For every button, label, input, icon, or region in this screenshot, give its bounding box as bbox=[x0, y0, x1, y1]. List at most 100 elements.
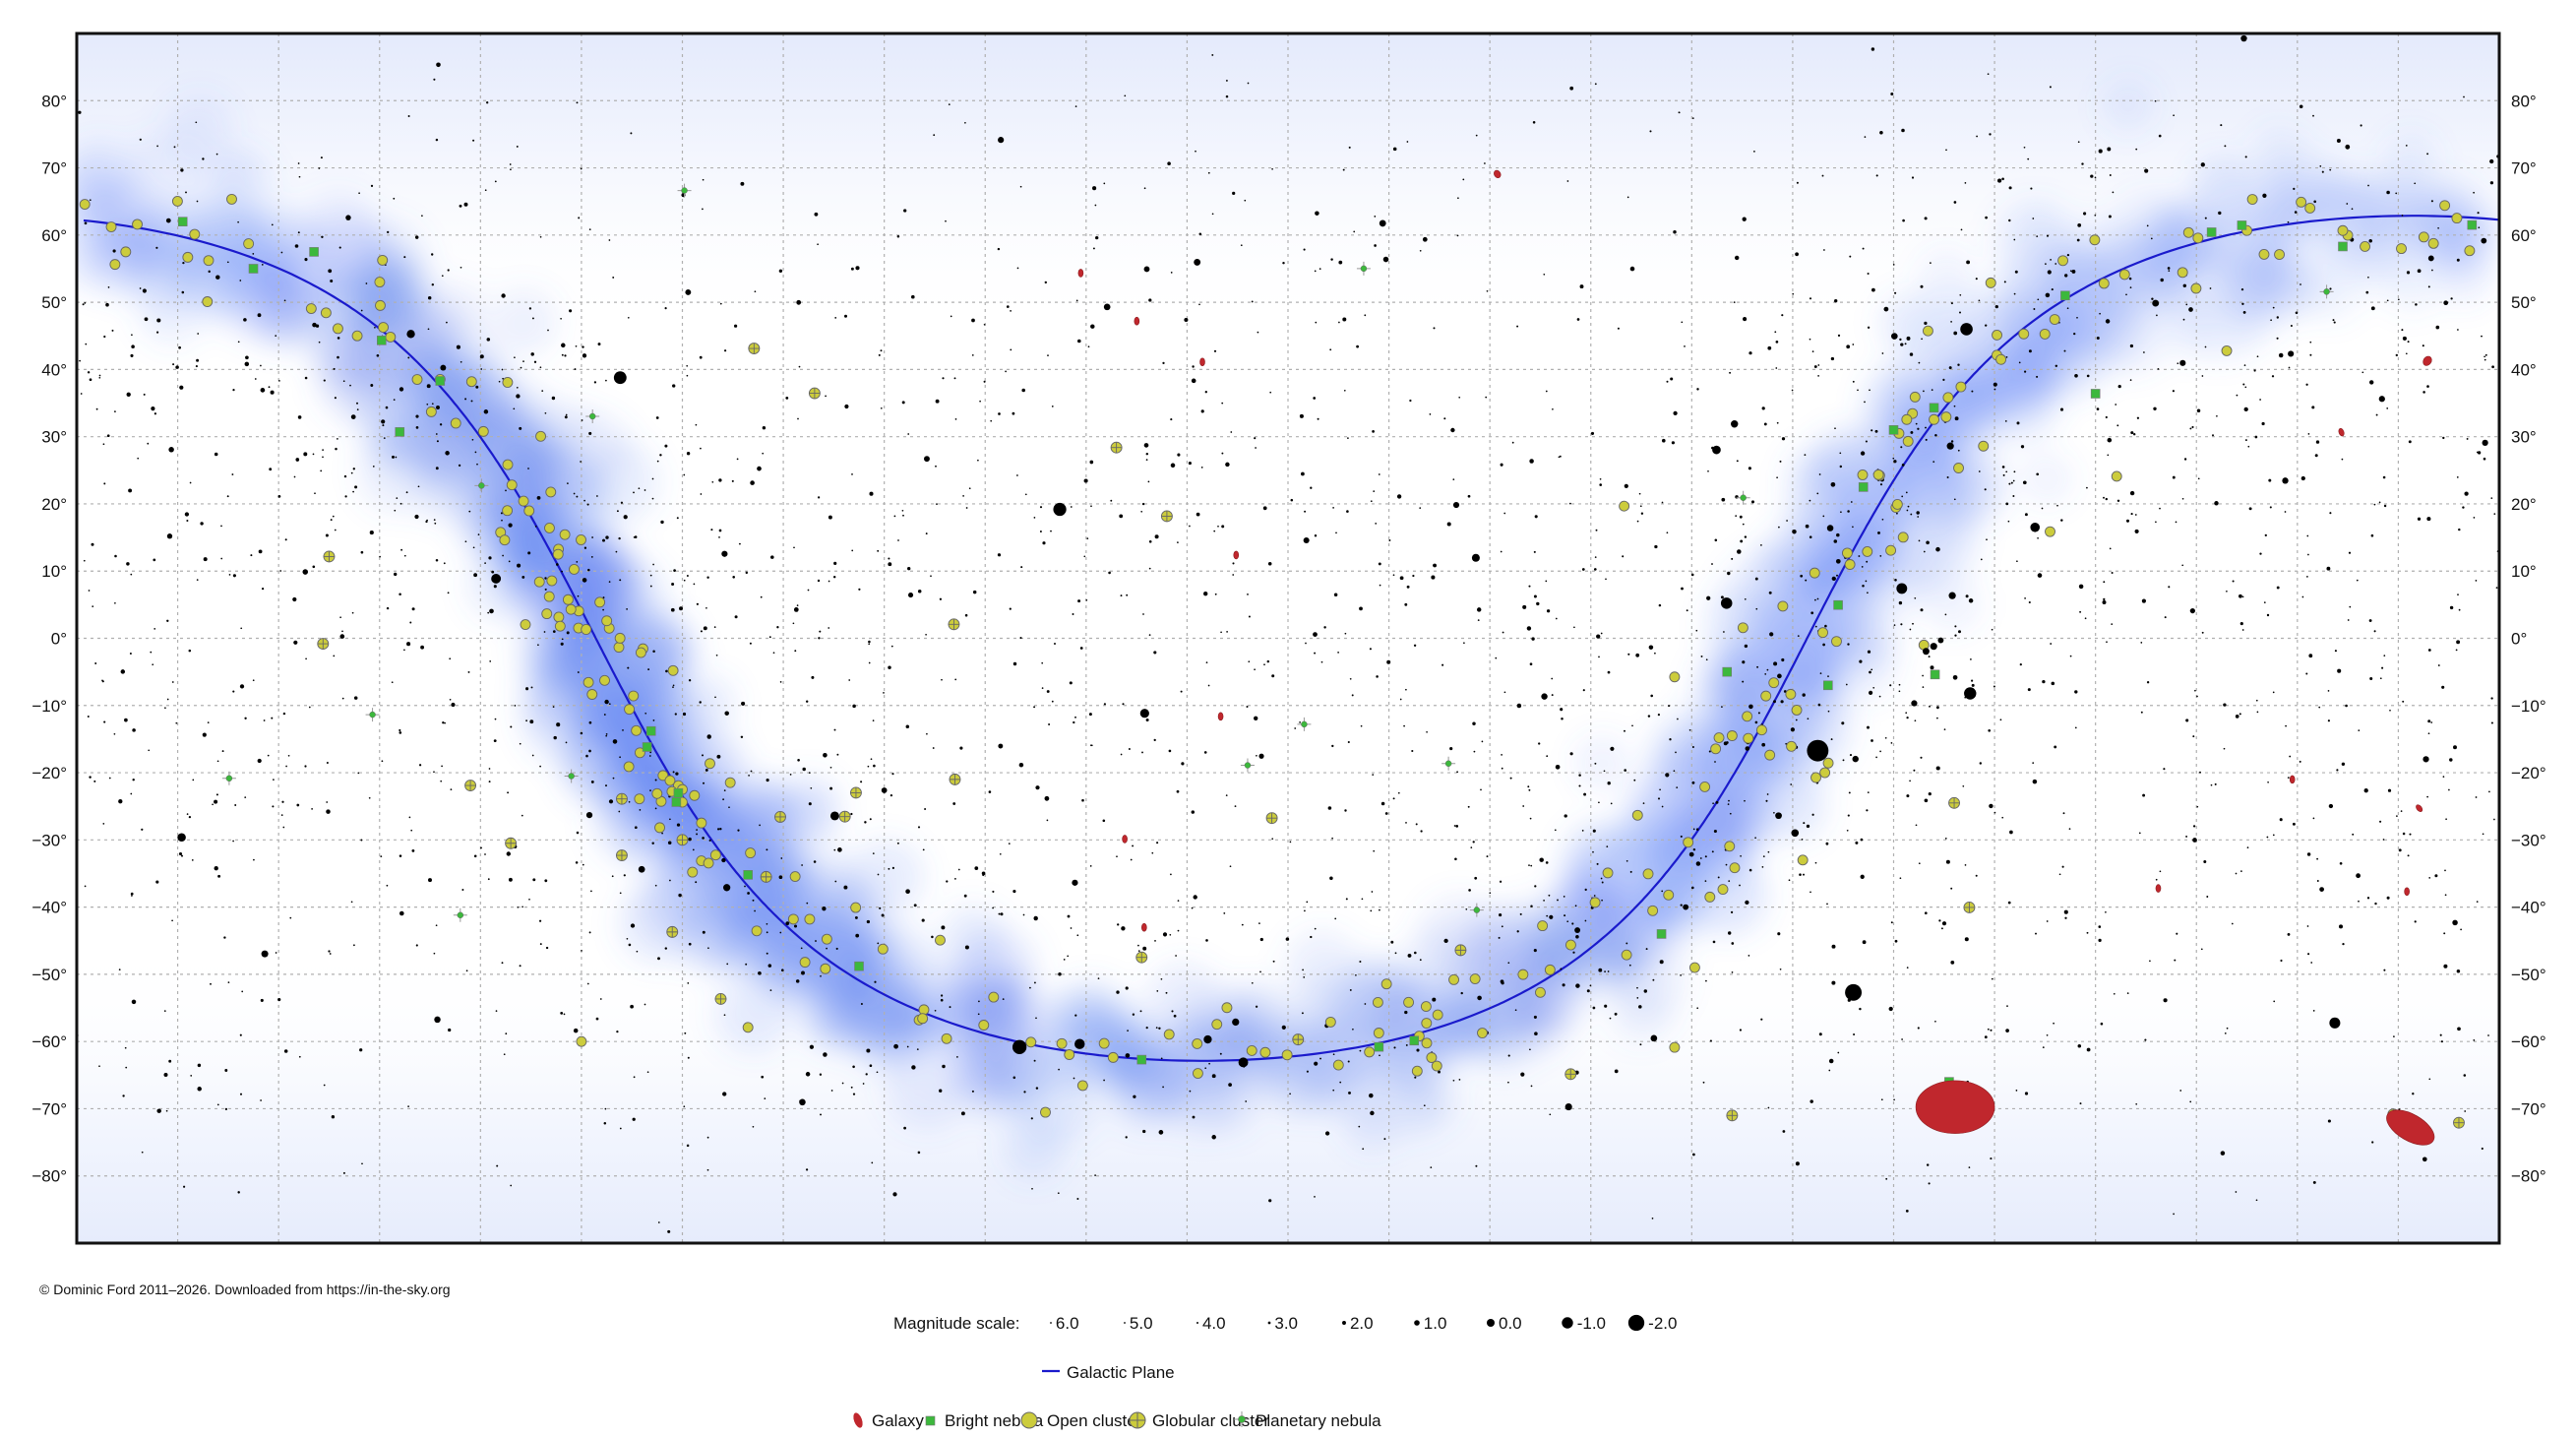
star bbox=[1818, 1032, 1822, 1036]
star bbox=[2220, 124, 2223, 127]
star bbox=[263, 719, 266, 721]
dec-tick-label-right: 40° bbox=[2511, 360, 2537, 379]
star bbox=[1661, 438, 1666, 443]
star bbox=[1857, 389, 1859, 392]
planetary-nebula bbox=[221, 771, 236, 785]
star bbox=[2060, 519, 2063, 522]
star bbox=[521, 814, 523, 817]
star bbox=[1780, 700, 1784, 704]
star bbox=[2239, 622, 2243, 626]
star bbox=[173, 146, 176, 149]
open-cluster bbox=[787, 913, 799, 925]
star bbox=[1204, 1067, 1207, 1070]
star bbox=[638, 487, 641, 490]
deep-sky-objects bbox=[79, 169, 2478, 1146]
star bbox=[1145, 459, 1148, 461]
star bbox=[359, 1048, 363, 1052]
globular-cluster-cross bbox=[1726, 1109, 1738, 1121]
star bbox=[2481, 1147, 2484, 1151]
star bbox=[516, 386, 519, 389]
star bbox=[2001, 466, 2005, 469]
star bbox=[1388, 539, 1391, 541]
star bbox=[999, 852, 1002, 855]
star bbox=[2019, 662, 2022, 666]
bright-nebula bbox=[1722, 666, 1733, 677]
star bbox=[1039, 506, 1043, 509]
star bbox=[508, 523, 513, 528]
star bbox=[965, 507, 968, 509]
star bbox=[1803, 873, 1805, 876]
star bbox=[221, 750, 224, 753]
star bbox=[1906, 509, 1909, 512]
star bbox=[94, 662, 97, 664]
open-cluster bbox=[651, 787, 663, 799]
star bbox=[501, 368, 504, 371]
star bbox=[2389, 709, 2391, 712]
star bbox=[2064, 916, 2067, 919]
star bbox=[508, 877, 513, 882]
star bbox=[2369, 676, 2373, 681]
star bbox=[582, 353, 587, 358]
star bbox=[2079, 1102, 2082, 1105]
star bbox=[1596, 634, 1601, 639]
star bbox=[1744, 644, 1748, 649]
star bbox=[2220, 1151, 2226, 1156]
star bbox=[332, 515, 335, 518]
star bbox=[502, 554, 504, 557]
star bbox=[1822, 643, 1825, 647]
star bbox=[1690, 886, 1694, 890]
star bbox=[731, 479, 734, 482]
star bbox=[2105, 415, 2108, 419]
star bbox=[2218, 211, 2222, 216]
bright-nebula bbox=[1833, 599, 1843, 610]
star bbox=[294, 244, 299, 248]
star bbox=[1225, 94, 1229, 98]
star bbox=[381, 419, 386, 424]
star bbox=[1830, 738, 1833, 741]
star bbox=[403, 256, 406, 259]
star bbox=[1860, 451, 1866, 456]
star bbox=[622, 729, 624, 731]
star bbox=[566, 631, 570, 635]
star bbox=[2241, 595, 2244, 598]
star bbox=[2367, 276, 2369, 279]
star bbox=[1120, 753, 1123, 756]
star bbox=[789, 774, 792, 776]
star bbox=[271, 223, 274, 226]
star bbox=[131, 895, 133, 897]
star bbox=[1841, 721, 1845, 725]
star bbox=[1595, 529, 1598, 531]
star bbox=[1044, 281, 1048, 284]
star bbox=[706, 734, 711, 739]
star bbox=[536, 496, 541, 500]
open-cluster bbox=[703, 857, 714, 869]
open-cluster bbox=[543, 591, 555, 602]
star bbox=[2042, 679, 2046, 684]
star bbox=[1486, 289, 1489, 292]
star bbox=[1661, 501, 1664, 504]
star bbox=[1788, 879, 1791, 882]
star bbox=[220, 525, 222, 528]
star bbox=[2427, 285, 2430, 288]
star bbox=[1786, 520, 1788, 522]
open-cluster bbox=[2182, 226, 2194, 238]
magnitude-label: -1.0 bbox=[1577, 1314, 1606, 1333]
dec-tick-label-right: 70° bbox=[2511, 159, 2537, 178]
star bbox=[1502, 631, 1504, 634]
star bbox=[2407, 341, 2410, 344]
star bbox=[1944, 613, 1947, 616]
star bbox=[644, 712, 647, 715]
star bbox=[1728, 931, 1732, 935]
star bbox=[2426, 153, 2429, 156]
star bbox=[2151, 297, 2154, 300]
star bbox=[442, 721, 445, 724]
bright-star bbox=[998, 743, 1004, 749]
star bbox=[599, 998, 602, 1000]
open-cluster bbox=[2418, 231, 2429, 243]
bright-star bbox=[1382, 256, 1389, 263]
open-cluster bbox=[518, 495, 529, 507]
star bbox=[2338, 924, 2344, 929]
star bbox=[501, 519, 503, 522]
star bbox=[293, 475, 296, 478]
star bbox=[1378, 562, 1381, 566]
